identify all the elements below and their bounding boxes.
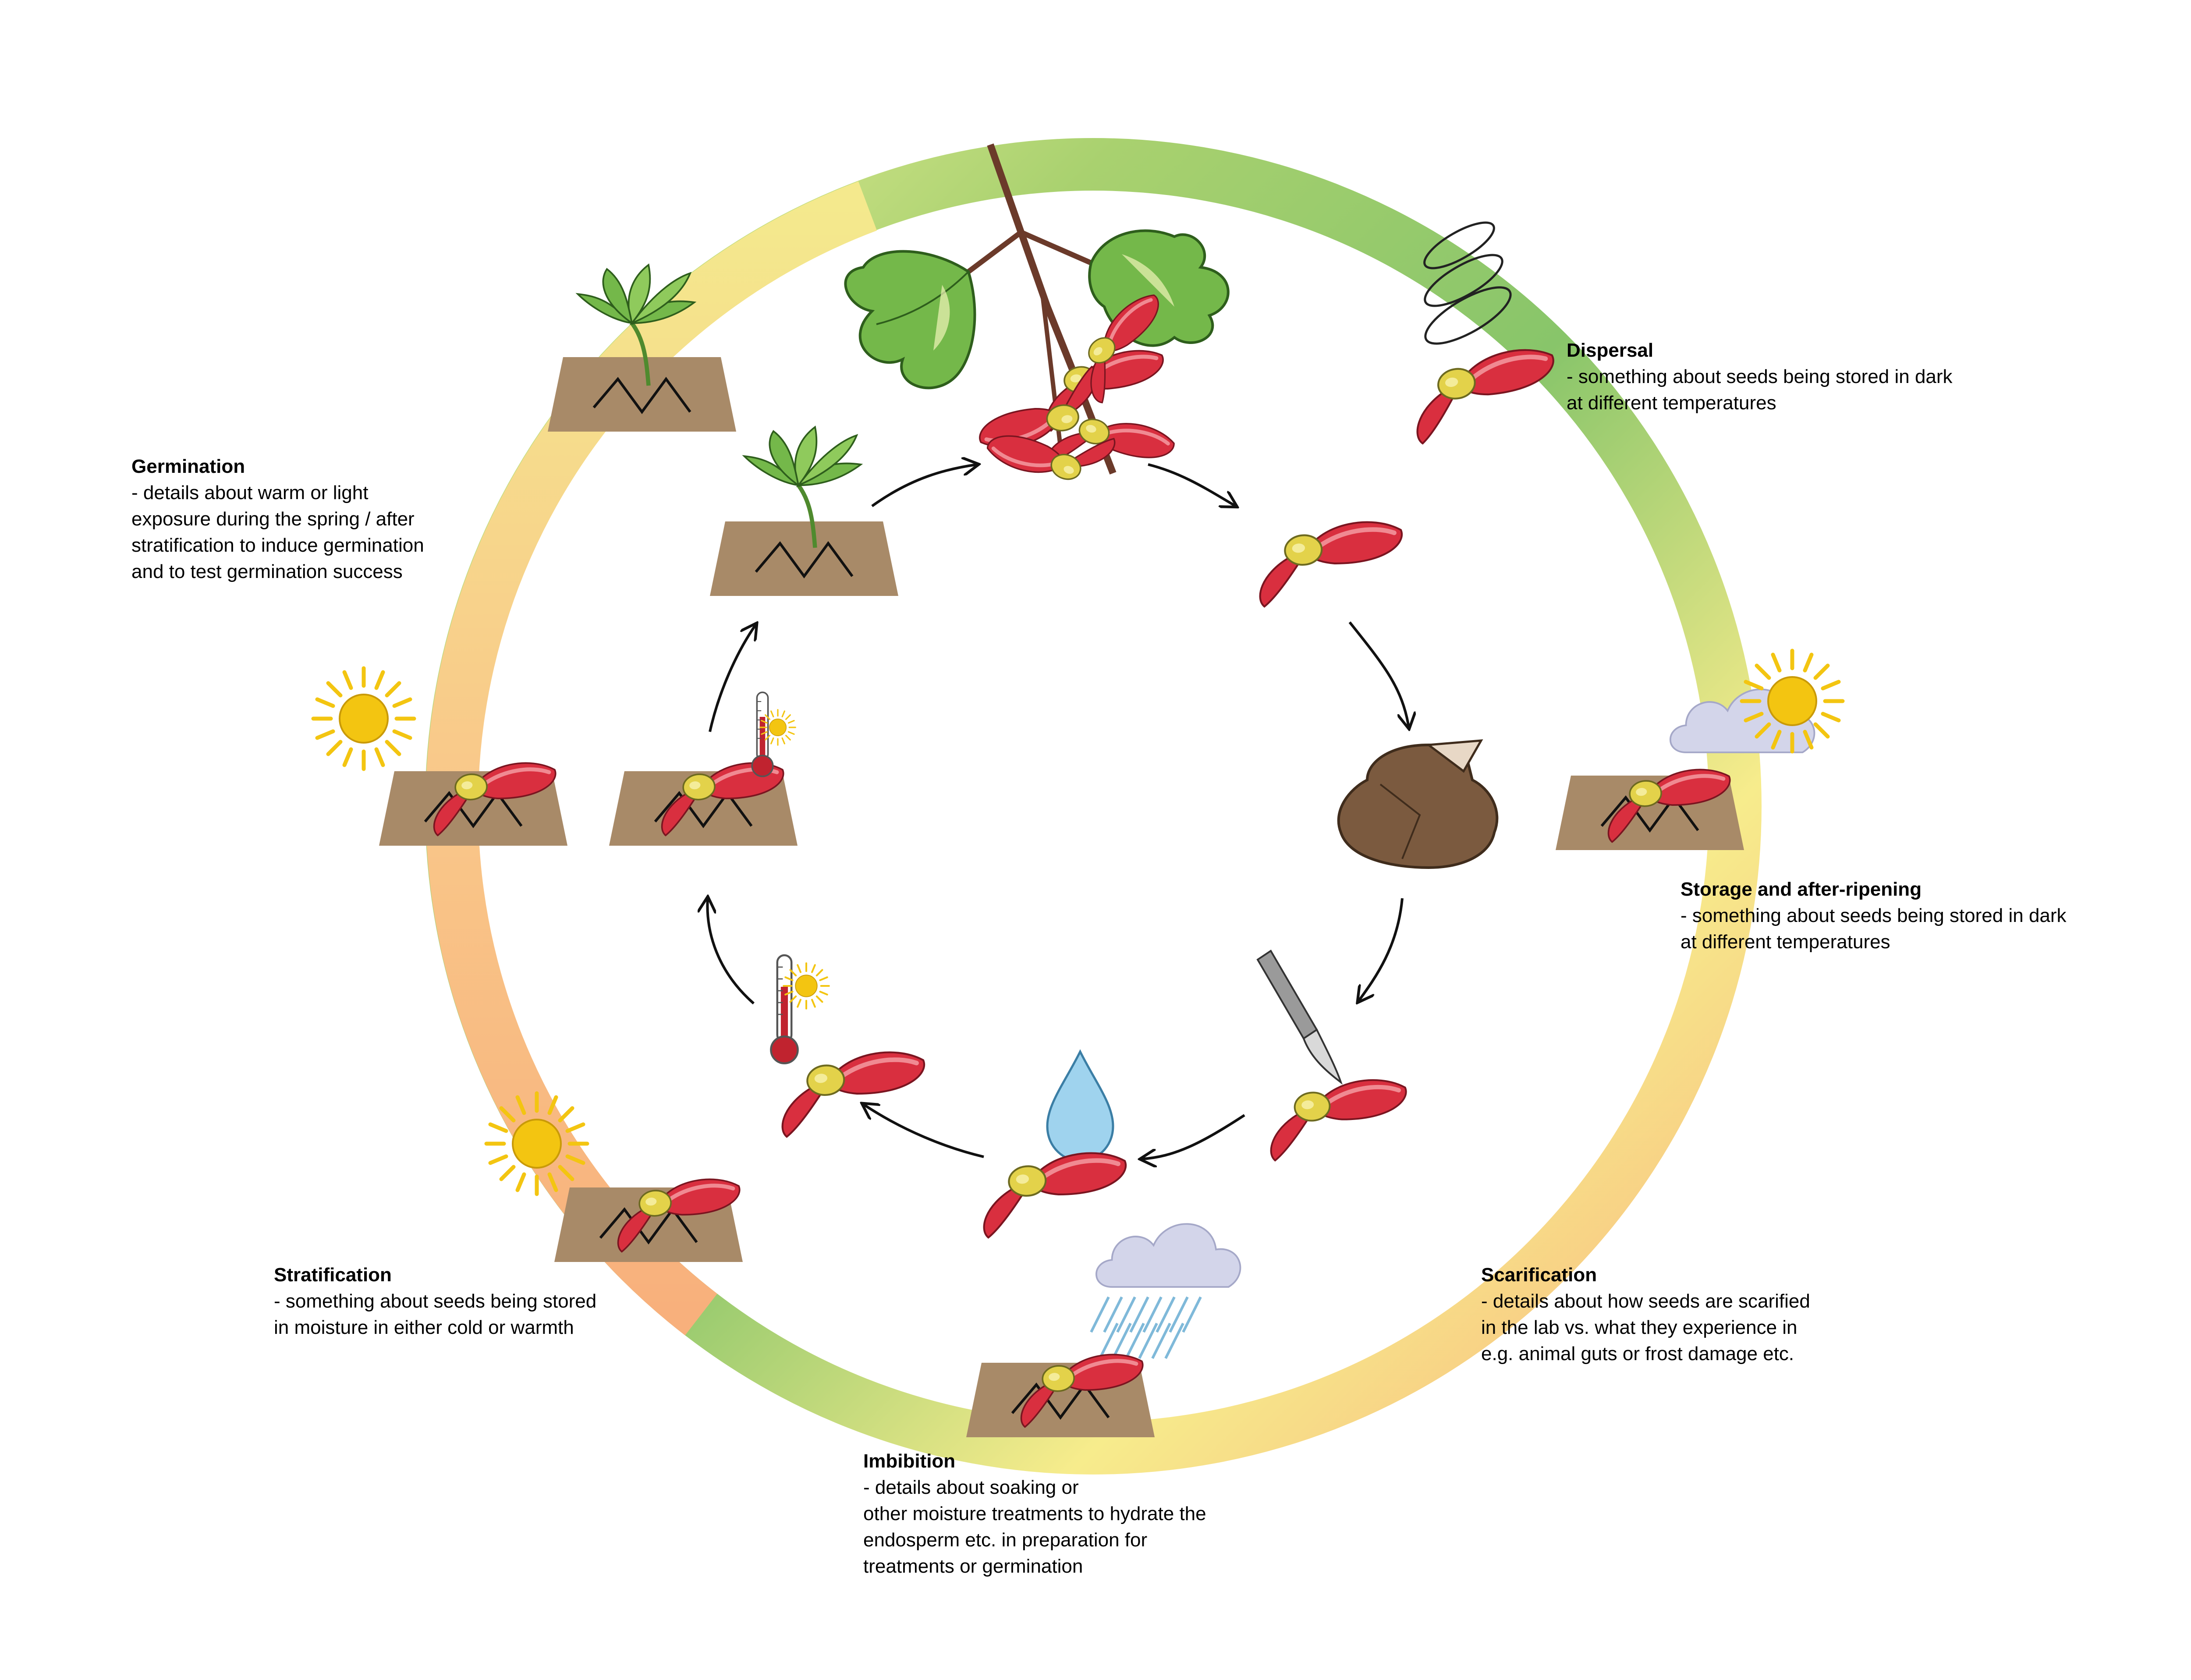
stage-stratification: Stratification - something about seeds b… bbox=[274, 1262, 596, 1341]
stage-title: Imbibition bbox=[863, 1450, 956, 1472]
stage-imbibition: Imbibition - details about soaking or ot… bbox=[863, 1448, 1206, 1580]
stage-germination: Germination - details about warm or ligh… bbox=[131, 454, 424, 585]
stage-title: Storage and after-ripening bbox=[1680, 879, 1922, 900]
sun-icon bbox=[784, 963, 829, 1009]
rain-cloud-icon bbox=[1090, 1223, 1241, 1359]
stage-description: - something about seeds being stored in … bbox=[1680, 905, 2067, 953]
soil-plot-icon bbox=[548, 357, 736, 432]
stage-description: - something about seeds being stored in … bbox=[1567, 366, 1953, 414]
cycle-arrow-icon bbox=[707, 464, 1409, 1159]
sun-icon bbox=[486, 1093, 587, 1194]
sun-icon bbox=[759, 709, 796, 746]
stage-description: - details about warm or light exposure d… bbox=[131, 482, 424, 582]
stage-storage: Storage and after-ripening - something a… bbox=[1680, 876, 2067, 955]
stage-title: Germination bbox=[131, 456, 245, 477]
maple-branch-icon bbox=[844, 143, 1230, 497]
scalpel-icon bbox=[1256, 950, 1343, 1085]
samara-seed-icon bbox=[1255, 519, 1407, 607]
stage-title: Dispersal bbox=[1567, 340, 1654, 361]
samara-seed-icon bbox=[1266, 1077, 1411, 1161]
stage-description: - something about seeds being stored in … bbox=[274, 1290, 597, 1338]
thermometer-icon bbox=[771, 955, 798, 1063]
soil-plot-icon bbox=[710, 521, 898, 596]
stage-scarification: Scarification - details about how seeds … bbox=[1481, 1262, 1810, 1367]
sun-icon bbox=[1742, 651, 1843, 751]
stage-title: Scarification bbox=[1481, 1264, 1597, 1286]
stage-description: - details about soaking or other moistur… bbox=[863, 1477, 1206, 1577]
stage-title: Stratification bbox=[274, 1264, 392, 1286]
rock-icon bbox=[1337, 739, 1499, 869]
sun-icon bbox=[313, 668, 414, 769]
spiral-wind-icon bbox=[1423, 221, 1512, 345]
stage-dispersal: Dispersal - something about seeds being … bbox=[1567, 337, 1953, 416]
water-drop-icon bbox=[1046, 1049, 1114, 1163]
samara-seed-icon bbox=[1406, 344, 1564, 444]
samara-seed-icon bbox=[777, 1049, 929, 1137]
stage-description: - details about how seeds are scarified … bbox=[1481, 1290, 1810, 1365]
samara-seed-icon bbox=[979, 1150, 1131, 1238]
